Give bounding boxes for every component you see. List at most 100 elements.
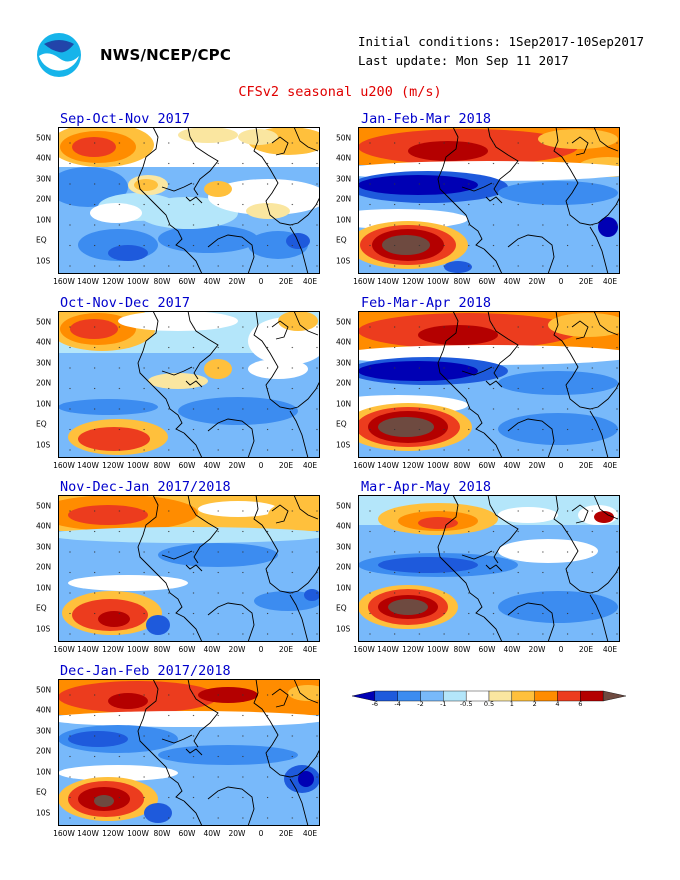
lon-label: 160W — [53, 829, 75, 838]
lon-label: 100W — [127, 829, 149, 838]
lon-label: 40E — [602, 645, 618, 654]
lon-label: 160W — [53, 645, 75, 654]
map-panel-ndj — [58, 495, 320, 642]
legend-tick-label: -0.5 — [459, 700, 473, 708]
lon-label: 120W — [102, 645, 124, 654]
lon-label: 160W — [353, 645, 375, 654]
lat-label: EQ — [336, 419, 347, 429]
lat-label: 30N — [36, 174, 52, 184]
lat-label: 10S — [336, 256, 351, 266]
lat-label: 10S — [36, 440, 51, 450]
legend-tick-label: 6 — [578, 700, 583, 708]
lon-label: 20E — [578, 277, 594, 286]
lat-label: 50N — [36, 317, 52, 327]
legend-swatch — [557, 690, 581, 702]
lon-label: 100W — [427, 461, 449, 470]
lon-label: 80W — [153, 277, 171, 286]
lon-label: 0 — [558, 645, 564, 654]
lat-label: EQ — [36, 419, 47, 429]
lon-label: 20W — [228, 277, 246, 286]
lon-label: 20E — [278, 645, 294, 654]
lon-label: 0 — [258, 645, 264, 654]
lon-label: 40E — [302, 645, 318, 654]
legend-bar — [352, 690, 626, 702]
lon-label: 0 — [558, 277, 564, 286]
lon-label: 160W — [353, 277, 375, 286]
lat-label: 10N — [36, 215, 52, 225]
lat-label: 10N — [336, 399, 352, 409]
lon-label: 20W — [528, 461, 546, 470]
lon-label: 40W — [503, 277, 521, 286]
lat-label: 10S — [36, 624, 51, 634]
lat-label: EQ — [336, 603, 347, 613]
lon-label: 80W — [153, 461, 171, 470]
lat-label: 20N — [36, 194, 52, 204]
lon-label: 20W — [228, 829, 246, 838]
lon-label: 40W — [203, 829, 221, 838]
lon-label: 120W — [102, 461, 124, 470]
panel-title-mam: Mar-Apr-May 2018 — [361, 479, 492, 495]
lat-label: 30N — [36, 726, 52, 736]
lat-label: 10S — [36, 808, 51, 818]
lat-label: 20N — [336, 194, 352, 204]
lon-label: 140W — [77, 461, 99, 470]
lon-label: 120W — [102, 277, 124, 286]
noaa-logo — [36, 32, 82, 78]
lon-label: 100W — [127, 645, 149, 654]
lat-label: 30N — [36, 358, 52, 368]
lon-label: 40E — [302, 829, 318, 838]
lon-label: 80W — [153, 829, 171, 838]
lat-label: 10N — [36, 583, 52, 593]
lon-label: 40W — [203, 277, 221, 286]
lon-label: 20W — [228, 645, 246, 654]
map-panel-ond — [58, 311, 320, 458]
lat-label: 30N — [36, 542, 52, 552]
legend-tick-label: -6 — [371, 700, 379, 708]
lon-label: 140W — [77, 829, 99, 838]
u200-map-ndj — [58, 495, 320, 642]
lat-label: 40N — [36, 705, 52, 715]
legend-tick-label: -2 — [417, 700, 424, 708]
legend-swatch — [511, 690, 535, 702]
lat-label: 40N — [36, 337, 52, 347]
legend-tick-label: -1 — [440, 700, 447, 708]
lat-label: EQ — [36, 787, 47, 797]
lon-label: 140W — [377, 645, 399, 654]
lon-label: 20E — [578, 461, 594, 470]
legend-tick-label: 4 — [555, 700, 560, 708]
lat-label: 40N — [336, 337, 352, 347]
lon-label: 60W — [478, 645, 496, 654]
lat-label: 20N — [36, 746, 52, 756]
u200-map-mam — [358, 495, 620, 642]
lon-label: 40W — [203, 645, 221, 654]
legend-tick-label: 0.5 — [483, 700, 495, 708]
lon-label: 140W — [377, 461, 399, 470]
lon-label: 40E — [302, 461, 318, 470]
u200-map-son — [58, 127, 320, 274]
legend-swatch — [580, 690, 604, 702]
map-panel-djf — [58, 679, 320, 826]
lat-label: 30N — [336, 358, 352, 368]
lon-label: 140W — [77, 277, 99, 286]
u200-map-jfm — [358, 127, 620, 274]
lat-label: 50N — [36, 685, 52, 695]
lon-label: 100W — [127, 461, 149, 470]
lat-label: 10N — [36, 399, 52, 409]
legend-tick-label: 1 — [509, 700, 514, 708]
lat-label: 10S — [336, 440, 351, 450]
map-panel-fma — [358, 311, 620, 458]
lon-label: 20E — [278, 829, 294, 838]
lat-label: 40N — [336, 521, 352, 531]
lon-label: 20W — [528, 277, 546, 286]
lon-label: 0 — [258, 461, 264, 470]
lat-label: 50N — [36, 133, 52, 143]
legend-swatch — [534, 690, 558, 702]
lat-label: 40N — [336, 153, 352, 163]
lon-label: 40E — [602, 461, 618, 470]
lon-label: 60W — [178, 277, 196, 286]
lon-label: 140W — [77, 645, 99, 654]
legend-tick-label: 2 — [532, 700, 537, 708]
lon-label: 60W — [178, 829, 196, 838]
lon-label: 100W — [427, 277, 449, 286]
legend-swatch — [602, 690, 626, 702]
